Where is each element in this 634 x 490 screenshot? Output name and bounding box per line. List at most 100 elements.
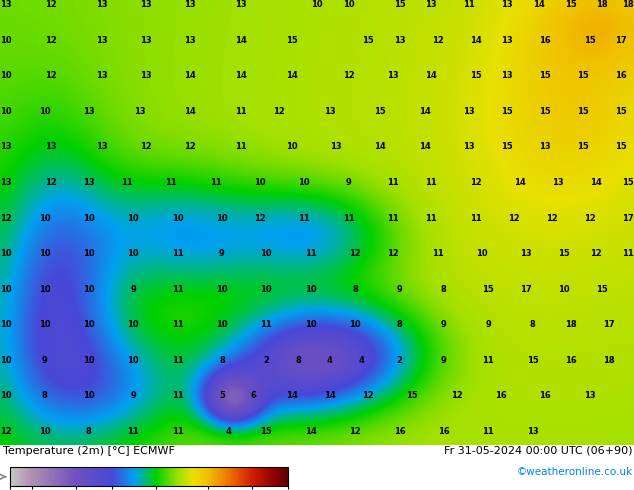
Text: 16: 16 — [616, 71, 627, 80]
Text: 10: 10 — [1, 36, 12, 45]
Text: 10: 10 — [172, 214, 183, 222]
Text: 12: 12 — [1, 427, 12, 436]
Text: 2: 2 — [396, 356, 403, 365]
Text: 13: 13 — [96, 0, 107, 9]
Text: 10: 10 — [83, 320, 94, 329]
Text: 15: 15 — [578, 71, 589, 80]
Text: 11: 11 — [172, 392, 183, 400]
Text: 15: 15 — [527, 356, 538, 365]
Text: 10: 10 — [343, 0, 354, 9]
Text: 11: 11 — [432, 249, 443, 258]
Text: 12: 12 — [184, 142, 196, 151]
Text: 13: 13 — [501, 36, 513, 45]
Text: 13: 13 — [540, 142, 551, 151]
Text: 10: 10 — [83, 392, 94, 400]
Text: 11: 11 — [261, 320, 272, 329]
Text: 5: 5 — [219, 392, 225, 400]
Text: 13: 13 — [463, 142, 475, 151]
Text: 14: 14 — [425, 71, 437, 80]
Text: 16: 16 — [540, 36, 551, 45]
Text: 9: 9 — [441, 356, 447, 365]
Text: 15: 15 — [362, 36, 373, 45]
Text: 9: 9 — [485, 320, 491, 329]
Text: 13: 13 — [83, 178, 94, 187]
Text: 9: 9 — [130, 285, 136, 294]
Text: 12: 12 — [254, 214, 266, 222]
Text: 14: 14 — [375, 142, 386, 151]
Text: 10: 10 — [1, 249, 12, 258]
Text: 15: 15 — [375, 107, 386, 116]
Text: 16: 16 — [394, 427, 405, 436]
Text: 10: 10 — [83, 214, 94, 222]
Text: 15: 15 — [616, 142, 627, 151]
Text: 15: 15 — [470, 71, 481, 80]
Text: 9: 9 — [441, 320, 447, 329]
Text: 12: 12 — [432, 36, 443, 45]
Text: 12: 12 — [45, 71, 56, 80]
Text: 14: 14 — [514, 178, 526, 187]
Text: 11: 11 — [172, 356, 183, 365]
Text: 10: 10 — [305, 320, 316, 329]
Text: 9: 9 — [219, 249, 225, 258]
Text: 10: 10 — [83, 285, 94, 294]
Text: 10: 10 — [311, 0, 323, 9]
Text: 11: 11 — [235, 142, 247, 151]
Text: 15: 15 — [501, 107, 513, 116]
Text: 10: 10 — [349, 320, 361, 329]
Text: 10: 10 — [1, 320, 12, 329]
Text: 18: 18 — [603, 356, 614, 365]
Text: 11: 11 — [172, 285, 183, 294]
Text: 10: 10 — [1, 285, 12, 294]
Text: 10: 10 — [216, 320, 228, 329]
Text: 11: 11 — [425, 214, 437, 222]
Text: 12: 12 — [45, 0, 56, 9]
Text: 13: 13 — [83, 107, 94, 116]
Text: 11: 11 — [172, 249, 183, 258]
Text: 15: 15 — [501, 142, 513, 151]
Text: 17: 17 — [521, 285, 532, 294]
Text: 13: 13 — [394, 36, 405, 45]
Text: 13: 13 — [501, 0, 513, 9]
Text: 11: 11 — [387, 178, 399, 187]
Text: 10: 10 — [559, 285, 570, 294]
Text: 15: 15 — [584, 36, 595, 45]
Text: 13: 13 — [235, 0, 247, 9]
Text: 10: 10 — [261, 249, 272, 258]
Text: 12: 12 — [343, 71, 354, 80]
Text: 14: 14 — [305, 427, 316, 436]
Text: 14: 14 — [235, 71, 247, 80]
Text: 10: 10 — [39, 107, 50, 116]
Text: 10: 10 — [1, 356, 12, 365]
Text: 17: 17 — [616, 36, 627, 45]
Text: 11: 11 — [622, 249, 633, 258]
Text: 10: 10 — [39, 214, 50, 222]
Text: 11: 11 — [172, 320, 183, 329]
Text: 10: 10 — [83, 356, 94, 365]
Text: 12: 12 — [387, 249, 399, 258]
Text: 12: 12 — [584, 214, 595, 222]
Text: 11: 11 — [343, 214, 354, 222]
Text: 17: 17 — [622, 214, 633, 222]
Text: 10: 10 — [127, 356, 139, 365]
Text: 13: 13 — [140, 0, 152, 9]
Text: 18: 18 — [622, 0, 633, 9]
Text: 13: 13 — [184, 36, 196, 45]
Text: 14: 14 — [286, 392, 297, 400]
Text: 14: 14 — [533, 0, 545, 9]
Text: 10: 10 — [1, 71, 12, 80]
Text: 11: 11 — [482, 356, 494, 365]
Text: 11: 11 — [127, 427, 139, 436]
Text: 8: 8 — [441, 285, 447, 294]
Text: 15: 15 — [565, 0, 576, 9]
Text: 12: 12 — [349, 427, 361, 436]
Text: 12: 12 — [45, 36, 56, 45]
Text: 10: 10 — [305, 285, 316, 294]
Text: 14: 14 — [590, 178, 602, 187]
Text: 11: 11 — [470, 214, 481, 222]
Text: 10: 10 — [39, 249, 50, 258]
Text: 8: 8 — [352, 285, 358, 294]
Text: 11: 11 — [299, 214, 310, 222]
Text: 10: 10 — [39, 320, 50, 329]
Text: 16: 16 — [565, 356, 576, 365]
Text: 13: 13 — [425, 0, 437, 9]
